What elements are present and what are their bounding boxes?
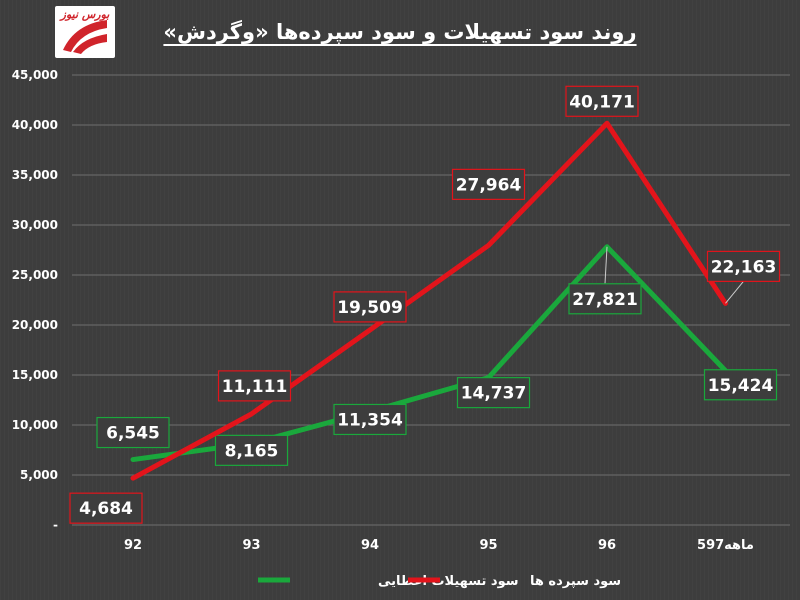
data-label-box <box>703 369 778 401</box>
data-label: 40,171 <box>569 92 635 112</box>
leader-line <box>604 246 608 284</box>
data-label: 11,354 <box>337 410 403 430</box>
data-label-box <box>217 370 292 402</box>
y-tick-label: - <box>53 518 58 532</box>
x-tick-label: 93 <box>242 538 260 553</box>
logo-mark-icon <box>63 20 107 54</box>
data-label: 19,509 <box>337 298 403 318</box>
deposits-series-line <box>130 120 728 481</box>
y-tick-label: 25,000 <box>12 268 58 282</box>
data-label-box <box>69 492 143 524</box>
data-label: 6,545 <box>106 424 160 444</box>
data-label: 15,424 <box>708 376 774 396</box>
y-tick-label: 40,000 <box>12 118 58 132</box>
y-tick-label: 45,000 <box>12 68 58 82</box>
data-label: 14,737 <box>461 384 527 404</box>
x-tick-label: 95 <box>479 538 497 553</box>
y-tick-label: 10,000 <box>12 418 58 432</box>
data-label: 11,111 <box>222 377 288 397</box>
y-tick-label: 5,000 <box>20 468 58 482</box>
data-label-box <box>451 168 526 200</box>
data-label-box <box>214 434 289 466</box>
logo: بورس نیوز <box>55 6 115 58</box>
y-tick-label: 30,000 <box>12 218 58 232</box>
data-label-box <box>333 291 407 323</box>
chart-title: روند سود تسهیلات و سود سپرده‌ها «وگردش» <box>163 20 637 44</box>
leader-line <box>725 281 744 304</box>
data-label: 22,163 <box>711 257 777 277</box>
x-tick-label: 94 <box>361 538 379 553</box>
data-label-box <box>706 250 781 282</box>
data-label-box <box>96 416 170 449</box>
y-tick-label: 35,000 <box>12 168 58 182</box>
data-label-box <box>568 283 642 315</box>
legend-facilities-label: سود تسهیلات اعطایی <box>378 574 519 589</box>
y-tick-label: 15,000 <box>12 368 58 382</box>
x-tick-label: 5ماهه97 <box>697 538 754 553</box>
legend-deposits-label: سود سپرده ها <box>530 574 621 589</box>
data-label: 4,684 <box>79 499 133 519</box>
data-label: 27,821 <box>572 290 638 310</box>
y-tick-label: 20,000 <box>12 318 58 332</box>
data-label: 27,964 <box>456 175 522 195</box>
data-label: 8,165 <box>225 441 279 461</box>
data-label-box <box>333 403 407 436</box>
data-label-box <box>565 85 639 117</box>
data-label-box <box>456 377 531 409</box>
x-tick-label: 96 <box>598 538 616 553</box>
logo-text: بورس نیوز <box>60 8 110 21</box>
x-tick-label: 92 <box>124 538 142 553</box>
